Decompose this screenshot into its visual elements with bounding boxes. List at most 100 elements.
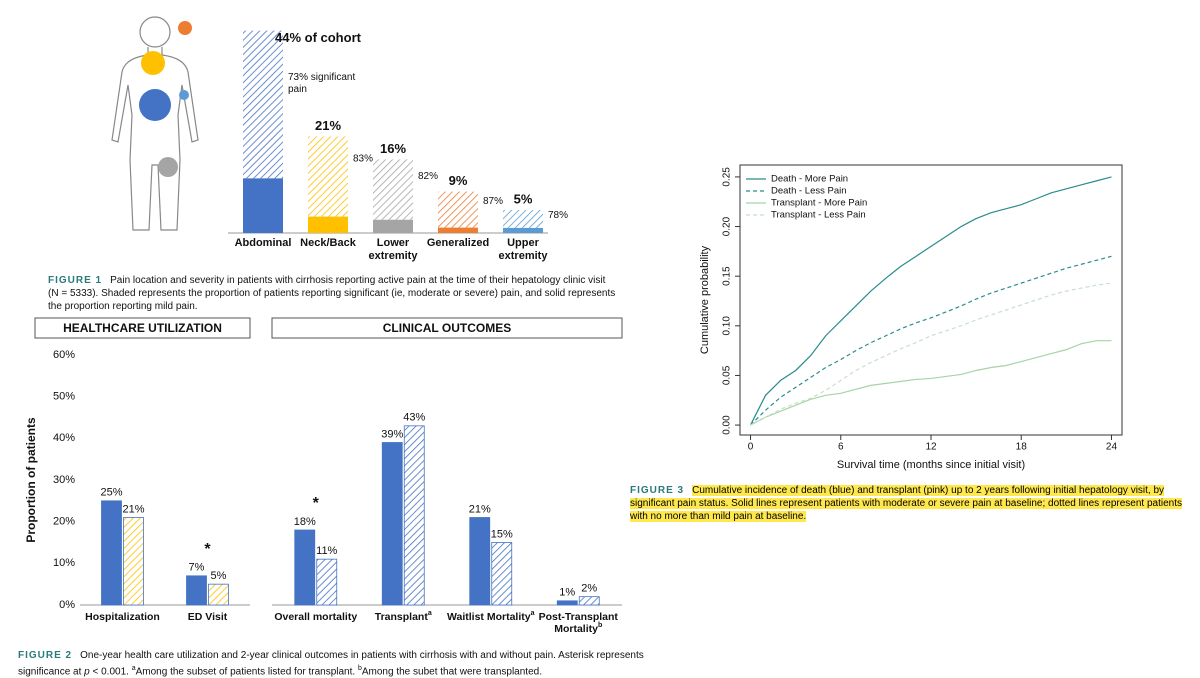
caption-text: One-year health care utilization and 2-y… (18, 650, 644, 678)
category-note: a (428, 610, 432, 617)
legend-label: Death - More Pain (771, 174, 848, 185)
share-label: 87% (483, 196, 503, 207)
x-tick-label: Overall mortality (274, 611, 357, 623)
shaded-segment (243, 30, 283, 179)
share-label: 83% (353, 153, 373, 164)
figure-3-caption: FIGURE 3 Cumulative incidence of death (b… (630, 484, 1200, 523)
value-label: 16% (380, 141, 406, 156)
bar (294, 529, 316, 606)
bar (186, 575, 207, 606)
caption-label: FIGURE 2 (18, 650, 73, 661)
y-tick-label: 10% (53, 557, 75, 569)
x-tick-label: 12 (925, 442, 937, 453)
y-tick-label: 0% (59, 599, 75, 611)
share-label: 78% (548, 210, 568, 221)
significance-marker: * (313, 495, 320, 512)
value-label: 9% (449, 173, 468, 188)
series-line (749, 176, 1112, 426)
shaded-segment (503, 210, 543, 228)
x-tick-label: Generalized (427, 237, 489, 249)
bar (403, 425, 425, 606)
value-label: 21% (122, 503, 144, 515)
shaded-segment (308, 136, 348, 217)
series-line (750, 255, 1112, 426)
value-label: 21% (469, 503, 491, 515)
caption-label: FIGURE 1 (48, 275, 103, 286)
value-label: 11% (316, 545, 337, 557)
caption-text: Among the subset of patients listed for … (135, 666, 358, 678)
legend-label: Transplant - Less Pain (771, 210, 866, 221)
bar (469, 517, 491, 606)
value-label: 2% (581, 583, 597, 595)
panel-header: HEALTHCARE UTILIZATION (63, 321, 222, 335)
y-axis-title: Proportion of patients (24, 417, 38, 543)
y-tick-label: 0.00 (722, 415, 733, 435)
solid-segment (503, 227, 543, 233)
caption-text: p (84, 666, 90, 678)
caption-text: Pain location and severity in patients w… (48, 275, 616, 312)
x-tick-label: 18 (1016, 442, 1028, 453)
x-tick-label: Post-Transplant Mortalityb (539, 611, 619, 635)
figure-1-caption: FIGURE 1 Pain location and severity in pa… (48, 274, 618, 313)
caption-note: a (131, 665, 136, 672)
value-label: 5% (514, 191, 533, 206)
solid-segment (243, 178, 283, 233)
value-label: 44% of cohort (275, 30, 362, 45)
x-tick-label: Upper extremity (499, 237, 549, 262)
x-tick-label: Abdominal (235, 237, 292, 249)
pain-location-markers (139, 21, 192, 177)
caption-note: b (357, 665, 362, 672)
caption-text: Cumulative incidence of death (blue) and… (630, 485, 1182, 522)
bar (556, 600, 578, 606)
bar (381, 442, 403, 606)
panel-header-box (34, 317, 251, 339)
legend-label: Death - Less Pain (771, 186, 847, 197)
series-line (750, 282, 1112, 426)
x-tick-label: Neck/Back (300, 237, 357, 249)
legend-label: Transplant - More Pain (771, 198, 867, 209)
significance-marker: * (204, 541, 211, 558)
y-tick-label: 30% (53, 474, 75, 486)
series-line (750, 340, 1112, 426)
value-label: 15% (491, 528, 513, 540)
value-label: 18% (294, 516, 316, 528)
x-tick-label: Hospitalization (85, 611, 160, 623)
share-label: 73% significant pain (288, 72, 355, 95)
y-tick-label: 0.05 (722, 365, 733, 385)
shaded-segment (373, 159, 413, 220)
y-tick-label: 60% (53, 349, 75, 361)
panel-header: CLINICAL OUTCOMES (383, 321, 511, 335)
bar (491, 542, 513, 606)
x-tick-label: ED Visit (188, 611, 228, 623)
value-label: 7% (189, 562, 205, 574)
value-label: 39% (381, 428, 403, 440)
caption-text: < 0.001. (89, 666, 132, 678)
panel-header-box (271, 317, 623, 339)
bar (101, 500, 122, 606)
solid-segment (438, 227, 478, 233)
y-tick-label: 40% (53, 432, 75, 444)
value-label: 43% (403, 412, 425, 424)
caption-text: Among the subet that were transplanted. (361, 666, 542, 678)
bar (578, 596, 600, 606)
bar (123, 517, 144, 606)
value-label: 25% (100, 487, 122, 499)
x-tick-label: Lower extremity (369, 237, 419, 262)
y-axis-title: Cumulative probability (699, 245, 711, 354)
category-note: a (531, 610, 535, 617)
y-tick-label: 0.15 (722, 266, 733, 286)
solid-segment (373, 219, 413, 233)
x-tick-label: 24 (1106, 442, 1118, 453)
y-tick-label: 50% (53, 391, 75, 403)
x-tick-label: Transplanta (375, 610, 432, 622)
x-tick-label: 0 (748, 442, 754, 453)
category-note: b (598, 622, 602, 629)
y-tick-label: 0.10 (722, 316, 733, 336)
bar (316, 558, 338, 606)
share-label: 82% (418, 171, 438, 182)
shaded-segment (438, 191, 478, 228)
value-label: 21% (315, 118, 341, 133)
y-tick-label: 0.20 (722, 216, 733, 236)
